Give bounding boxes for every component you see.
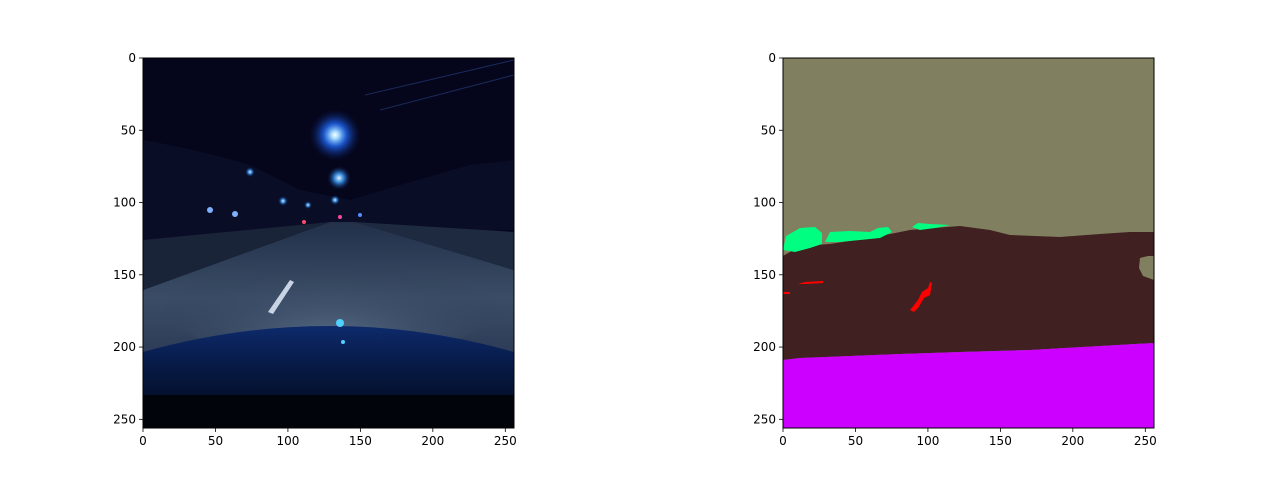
night-road-image <box>143 58 514 428</box>
right-x-tick-label: 200 <box>1061 434 1084 448</box>
segment-lane-marking-2 <box>798 281 823 284</box>
right-x-tick-label: 250 <box>1134 434 1157 448</box>
segment-road <box>783 226 1154 360</box>
left-y-tick-label: 250 <box>113 412 136 426</box>
left-x-tick-label: 200 <box>421 434 444 448</box>
segment-lane-marking-1 <box>910 282 932 312</box>
segment-vegetation-3 <box>912 223 950 230</box>
left-y-tick-label: 150 <box>113 268 136 282</box>
right-y-tick-label: 200 <box>753 340 776 354</box>
left-x-tick-label: 100 <box>276 434 299 448</box>
left-axes-frame <box>142 57 515 429</box>
segmentation-image <box>783 58 1154 428</box>
left-x-tick-label: 250 <box>494 434 517 448</box>
segment-ego-vehicle <box>783 343 1154 428</box>
right-axes-frame <box>782 57 1155 429</box>
segment-vegetation-1 <box>783 227 822 252</box>
right-y-tick-label: 50 <box>761 123 776 137</box>
left-y-tick-label: 0 <box>128 51 136 65</box>
left-y-tick-label: 200 <box>113 340 136 354</box>
left-x-tick-label: 50 <box>208 434 223 448</box>
right-x-tick-label: 150 <box>989 434 1012 448</box>
right-y-tick-label: 100 <box>753 196 776 210</box>
right-x-tick-label: 100 <box>916 434 939 448</box>
segment-lane-marking-3 <box>783 292 790 294</box>
right-y-tick-label: 150 <box>753 268 776 282</box>
left-x-tick-label: 0 <box>139 434 147 448</box>
left-x-tick-label: 150 <box>349 434 372 448</box>
left-y-tick-label: 100 <box>113 196 136 210</box>
segment-sky-patch <box>1139 256 1154 280</box>
right-x-tick-label: 0 <box>779 434 787 448</box>
right-x-tick-label: 50 <box>848 434 863 448</box>
segment-vegetation-2 <box>825 227 892 242</box>
left-y-tick-label: 50 <box>121 123 136 137</box>
right-y-tick-label: 0 <box>768 51 776 65</box>
right-y-tick-label: 250 <box>753 412 776 426</box>
